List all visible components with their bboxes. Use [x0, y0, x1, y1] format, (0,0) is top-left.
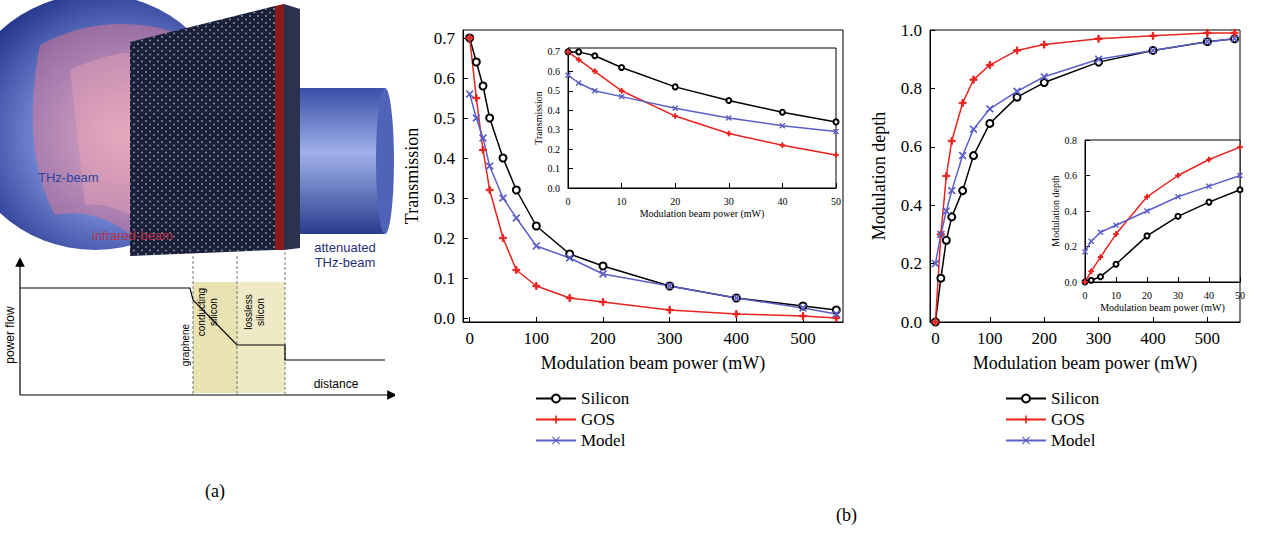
svg-text:attenuatedTHz-beam: attenuatedTHz-beam [314, 240, 375, 270]
svg-text:Modulation depth: Modulation depth [869, 112, 889, 241]
svg-text:0.0: 0.0 [434, 309, 455, 328]
svg-text:Modulation beam power (mW): Modulation beam power (mW) [973, 353, 1197, 374]
svg-text:0.3: 0.3 [548, 124, 561, 135]
svg-text:0.4: 0.4 [1065, 206, 1078, 217]
svg-text:Silicon: Silicon [1051, 389, 1100, 408]
svg-text:Modulation beam power (mW): Modulation beam power (mW) [640, 208, 765, 220]
svg-text:0: 0 [1083, 290, 1088, 301]
svg-text:Modulation beam power (mW): Modulation beam power (mW) [1100, 302, 1225, 314]
svg-text:300: 300 [1086, 329, 1112, 348]
svg-text:GOS: GOS [581, 410, 615, 429]
svg-text:0.2: 0.2 [901, 254, 922, 273]
svg-text:500: 500 [790, 329, 816, 348]
svg-text:Model: Model [581, 431, 626, 450]
svg-text:0.6: 0.6 [434, 69, 455, 88]
svg-text:conductingsilicon: conductingsilicon [196, 288, 219, 336]
svg-text:Silicon: Silicon [581, 389, 630, 408]
svg-text:(a): (a) [205, 481, 225, 502]
svg-text:distance: distance [314, 377, 359, 391]
svg-text:30: 30 [724, 196, 734, 207]
svg-text:0.0: 0.0 [1065, 277, 1078, 288]
svg-text:GOS: GOS [1051, 410, 1085, 429]
svg-text:0.0: 0.0 [901, 313, 922, 332]
svg-text:10: 10 [617, 196, 627, 207]
svg-text:0.5: 0.5 [548, 85, 561, 96]
svg-text:graphene: graphene [180, 323, 191, 366]
svg-text:THz-beam: THz-beam [38, 170, 99, 185]
svg-text:40: 40 [1204, 290, 1214, 301]
svg-text:1.0: 1.0 [901, 21, 922, 40]
svg-text:0.5: 0.5 [434, 109, 455, 128]
svg-text:Transmission: Transmission [533, 91, 544, 145]
svg-text:30: 30 [1173, 290, 1183, 301]
svg-text:0: 0 [931, 329, 940, 348]
svg-text:50: 50 [1235, 290, 1245, 301]
html-text:(b): (b) [836, 505, 857, 525]
svg-text:20: 20 [1142, 290, 1152, 301]
svg-text:0: 0 [566, 196, 571, 207]
svg-text:0.4: 0.4 [434, 149, 456, 168]
svg-text:0.4: 0.4 [548, 105, 561, 116]
svg-text:100: 100 [977, 329, 1003, 348]
svg-text:0.2: 0.2 [434, 229, 455, 248]
svg-text:100: 100 [524, 329, 550, 348]
svg-text:losslesssilicon: losslesssilicon [243, 294, 266, 330]
svg-text:Model: Model [1051, 431, 1096, 450]
svg-text:Transmission: Transmission [402, 128, 422, 224]
svg-text:0.2: 0.2 [1065, 241, 1078, 252]
svg-text:20: 20 [670, 196, 680, 207]
svg-text:0.4: 0.4 [901, 196, 923, 215]
svg-text:0.2: 0.2 [548, 144, 561, 155]
svg-text:0: 0 [465, 329, 474, 348]
svg-text:0.1: 0.1 [434, 269, 455, 288]
svg-text:400: 400 [1140, 329, 1166, 348]
svg-text:10: 10 [1111, 290, 1121, 301]
svg-text:200: 200 [590, 329, 616, 348]
svg-text:500: 500 [1195, 329, 1221, 348]
svg-text:0.3: 0.3 [434, 189, 455, 208]
svg-text:infrared-beam: infrared-beam [92, 228, 173, 243]
svg-text:200: 200 [1031, 329, 1057, 348]
svg-text:0.6: 0.6 [1065, 170, 1078, 181]
svg-text:Modulation beam power (mW): Modulation beam power (mW) [541, 353, 765, 374]
svg-text:0.0: 0.0 [548, 183, 561, 194]
svg-text:0.7: 0.7 [434, 29, 456, 48]
svg-text:40: 40 [777, 196, 787, 207]
svg-text:0.1: 0.1 [548, 163, 561, 174]
svg-text:300: 300 [657, 329, 683, 348]
svg-text:0.8: 0.8 [901, 79, 922, 98]
svg-text:0.6: 0.6 [901, 137, 922, 156]
svg-text:400: 400 [724, 329, 750, 348]
svg-text:power flow: power flow [3, 306, 17, 364]
svg-text:0.7: 0.7 [548, 46, 561, 57]
svg-text:0.8: 0.8 [1065, 135, 1078, 146]
svg-text:50: 50 [831, 196, 841, 207]
svg-text:0.6: 0.6 [548, 66, 561, 77]
svg-text:Modulation depth: Modulation depth [1050, 175, 1061, 246]
